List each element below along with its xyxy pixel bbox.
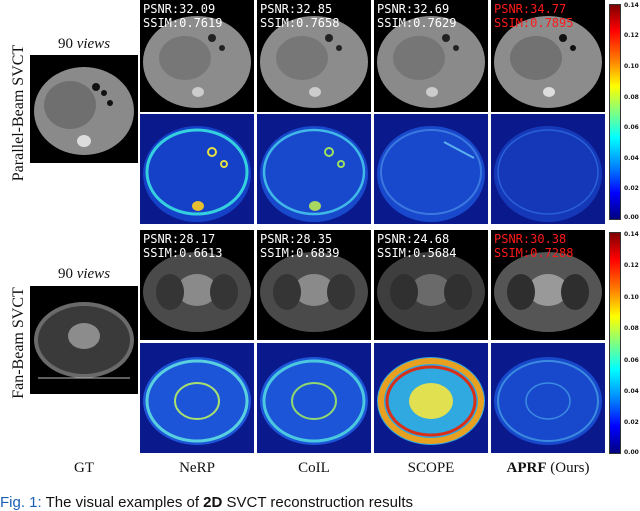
psnr-fan-nerp: PSNR:28.17: [143, 232, 216, 246]
error-map-parallel-aprf: [491, 114, 605, 224]
ssim-parallel-coil: SSIM:0.7658: [260, 16, 340, 30]
col-label-gt: GT: [74, 460, 94, 476]
ssim-parallel-aprf: SSIM:0.7895: [494, 16, 574, 30]
gt-image-parallel: [30, 55, 138, 163]
colorbar-bottom: [609, 232, 621, 454]
col-label-scope: SCOPE: [407, 460, 455, 476]
views-label-parallel: 90 views: [57, 36, 111, 52]
cb-top-tick-3: 0.08: [624, 94, 639, 101]
error-map-fan-coil: [257, 343, 371, 453]
error-map-fan-nerp: [140, 343, 254, 453]
psnr-parallel-aprf: PSNR:34.77: [494, 2, 567, 16]
psnr-fan-scope: PSNR:24.68: [377, 232, 450, 246]
cb-top-tick-4: 0.06: [624, 124, 639, 131]
recon-fan-scope: PSNR:24.68 SSIM:0.5684: [374, 230, 488, 340]
cb-top-tick-1: 0.12: [624, 32, 639, 39]
ssim-fan-aprf: SSIM:0.7288: [494, 246, 574, 260]
recon-parallel-aprf: PSNR:34.77 SSIM:0.7895: [491, 0, 605, 112]
recon-fan-aprf: PSNR:30.38 SSIM:0.7288: [491, 230, 605, 340]
cb-top-tick-7: 0.00: [624, 214, 639, 221]
cb-bottom-tick-2: 0.10: [624, 294, 639, 301]
cb-bottom-tick-1: 0.12: [624, 262, 639, 269]
col-label-coil: CoIL: [298, 460, 330, 476]
cb-bottom-tick-0: 0.14: [624, 231, 639, 238]
col-label-aprf: APRF (Ours): [506, 460, 590, 476]
psnr-parallel-coil: PSNR:32.85: [260, 2, 333, 16]
psnr-fan-coil: PSNR:28.35: [260, 232, 333, 246]
error-map-fan-scope: [374, 343, 488, 453]
error-map-parallel-nerp: [140, 114, 254, 224]
gt-image-fan: [30, 286, 138, 394]
cb-bottom-tick-3: 0.08: [624, 325, 639, 332]
error-map-parallel-scope: [374, 114, 488, 224]
recon-parallel-nerp: PSNR:32.09 SSIM:0.7619: [140, 0, 254, 112]
row-label-fan: Fan-Beam SVCT: [10, 287, 27, 399]
row-label-parallel: Parallel-Beam SVCT: [10, 44, 27, 182]
ssim-parallel-nerp: SSIM:0.7619: [143, 16, 223, 30]
recon-fan-nerp: PSNR:28.17 SSIM:0.6613: [140, 230, 254, 340]
psnr-parallel-nerp: PSNR:32.09: [143, 2, 216, 16]
ssim-parallel-scope: SSIM:0.7629: [377, 16, 457, 30]
figure-caption: Fig. 1: The visual examples of 2D SVCT r…: [0, 494, 413, 511]
error-map-fan-aprf: [491, 343, 605, 453]
psnr-fan-aprf: PSNR:30.38: [494, 232, 567, 246]
recon-parallel-coil: PSNR:32.85 SSIM:0.7658: [257, 0, 371, 112]
ssim-fan-nerp: SSIM:0.6613: [143, 246, 223, 260]
cb-bottom-tick-7: 0.00: [624, 449, 639, 456]
recon-fan-coil: PSNR:28.35 SSIM:0.6839: [257, 230, 371, 340]
ssim-fan-coil: SSIM:0.6839: [260, 246, 340, 260]
recon-parallel-scope: PSNR:32.69 SSIM:0.7629: [374, 0, 488, 112]
colorbar-top: [609, 4, 621, 220]
col-label-nerp: NeRP: [179, 460, 215, 476]
cb-top-tick-5: 0.04: [624, 155, 639, 162]
ssim-fan-scope: SSIM:0.5684: [377, 246, 457, 260]
cb-bottom-tick-6: 0.02: [624, 419, 639, 426]
error-map-parallel-coil: [257, 114, 371, 224]
cb-top-tick-6: 0.02: [624, 185, 639, 192]
views-label-fan: 90 views: [57, 266, 111, 282]
cb-bottom-tick-4: 0.06: [624, 357, 639, 364]
cb-top-tick-0: 0.14: [624, 2, 639, 9]
psnr-parallel-scope: PSNR:32.69: [377, 2, 450, 16]
cb-top-tick-2: 0.10: [624, 63, 639, 70]
cb-bottom-tick-5: 0.04: [624, 388, 639, 395]
